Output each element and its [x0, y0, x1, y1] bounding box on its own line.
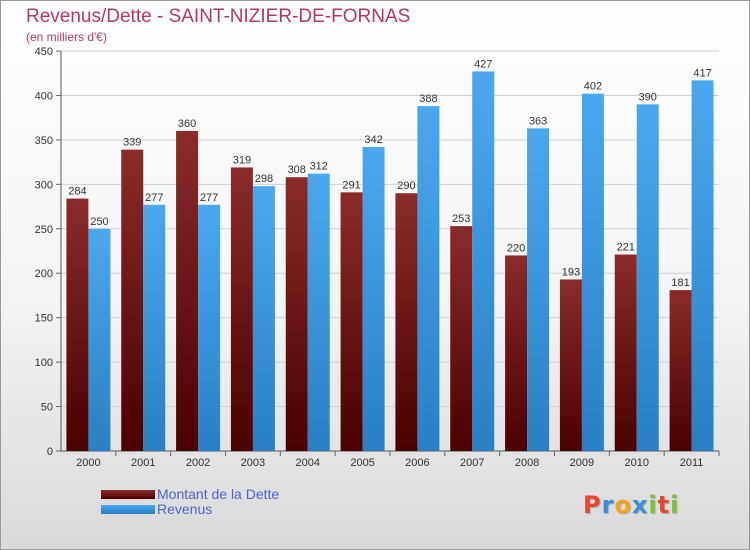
bar-revenus	[527, 128, 550, 451]
y-tick-label: 50	[41, 402, 53, 414]
bar-revenus	[636, 104, 659, 451]
x-tick-label: 2011	[680, 457, 704, 469]
legend-swatch-dette	[101, 490, 155, 499]
value-label: 402	[584, 81, 602, 93]
y-tick-label: 150	[35, 313, 53, 325]
value-label: 291	[342, 179, 360, 191]
bar-revenus	[143, 204, 166, 451]
x-tick-label: 2010	[625, 457, 649, 469]
logo-letter: t	[657, 491, 671, 519]
value-label: 363	[529, 115, 547, 127]
logo-letter: i	[670, 491, 680, 519]
y-tick-label: 100	[35, 357, 53, 369]
legend-label-revenus: Revenus	[157, 501, 213, 517]
logo-letter: i	[648, 491, 658, 519]
bar-dette	[66, 198, 89, 451]
y-tick-label: 400	[35, 90, 53, 102]
x-tick-label: 2009	[570, 457, 594, 469]
bar-revenus	[362, 147, 385, 451]
value-label: 312	[310, 161, 328, 173]
bar-dette	[505, 255, 528, 451]
bar-revenus	[198, 204, 221, 451]
bar-revenus	[307, 173, 330, 451]
value-label: 290	[397, 180, 415, 192]
bar-revenus	[472, 71, 495, 451]
x-tick-label: 2007	[460, 457, 484, 469]
bar-dette	[614, 254, 637, 451]
grid-lines	[61, 50, 719, 452]
x-tick-label: 2005	[350, 457, 374, 469]
value-label: 319	[233, 154, 251, 166]
bar-dette	[121, 149, 144, 451]
bar-dette	[176, 131, 199, 451]
x-tick-label: 2002	[186, 457, 210, 469]
bar-dette	[285, 177, 308, 451]
value-label: 339	[123, 137, 141, 149]
bar-revenus	[252, 186, 275, 451]
axes: 0 50 100 150 200 250 300 350 400 450 2000 2001 2002 2…	[35, 46, 720, 469]
value-label: 253	[452, 213, 470, 225]
bar-dette	[559, 279, 582, 451]
bar-dette	[340, 192, 363, 452]
bars	[66, 71, 714, 452]
x-tick-label: 2008	[515, 457, 539, 469]
value-labels: 284 250 339 277 360 277 319 298 308 312 291 342 290 3…	[68, 58, 712, 289]
value-label: 342	[364, 134, 382, 146]
bar-revenus	[581, 93, 604, 452]
value-label: 277	[145, 192, 163, 204]
value-label: 181	[671, 277, 689, 289]
bar-dette	[230, 167, 253, 451]
logo-letter: P	[583, 491, 602, 519]
value-label: 277	[200, 192, 218, 204]
logo-letter: o	[614, 491, 632, 519]
chart-subtitle: (en milliers d'€)	[26, 30, 107, 44]
bar-dette	[450, 226, 473, 451]
value-label: 390	[639, 91, 657, 103]
bar-revenus	[88, 228, 111, 451]
x-tick-label: 2004	[296, 457, 320, 469]
legend-swatch-revenus	[101, 505, 155, 514]
logo-letter: r	[601, 491, 615, 519]
value-label: 250	[90, 216, 108, 228]
proxiti-logo: Proxiti	[583, 491, 679, 519]
y-tick-label: 300	[35, 179, 53, 191]
y-tick-label: 0	[47, 446, 53, 458]
value-label: 308	[288, 164, 306, 176]
y-tick-label: 450	[35, 46, 53, 58]
bar-revenus	[691, 80, 714, 451]
value-label: 388	[419, 93, 437, 105]
y-tick-label: 250	[35, 224, 53, 236]
bar-revenus	[417, 106, 440, 451]
x-tick-label: 2000	[76, 457, 100, 469]
y-tick-label: 200	[35, 268, 53, 280]
value-label: 220	[507, 242, 525, 254]
value-label: 284	[68, 186, 86, 198]
x-tick-label: 2006	[405, 457, 429, 469]
value-label: 298	[255, 173, 273, 185]
value-label: 427	[474, 58, 492, 70]
value-label: 193	[562, 266, 580, 278]
value-label: 360	[178, 118, 196, 130]
bar-dette	[669, 290, 692, 451]
legend-label-dette: Montant de la Dette	[157, 486, 280, 502]
logo-letter: x	[631, 491, 649, 519]
value-label: 221	[617, 242, 635, 254]
chart-title: Revenus/Dette - SAINT-NIZIER-DE-FORNAS	[26, 6, 411, 27]
x-tick-label: 2003	[241, 457, 265, 469]
bar-dette	[395, 193, 418, 451]
y-tick-label: 350	[35, 135, 53, 147]
value-label: 417	[693, 67, 711, 79]
x-tick-label: 2001	[131, 457, 155, 469]
